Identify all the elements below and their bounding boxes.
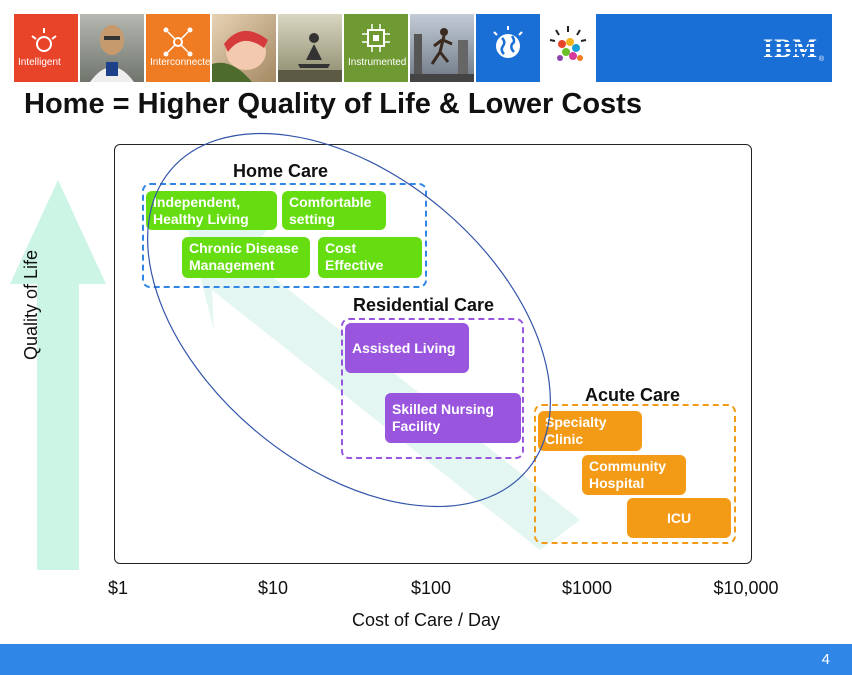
ibm-registered-mark: ® (818, 56, 824, 63)
ibm-panel: IBM ® (596, 14, 832, 82)
tile-label-intelligent: Intelligent (18, 57, 61, 68)
care-box-assisted-living[interactable]: Assisted Living (345, 323, 469, 373)
network-icon (163, 27, 193, 57)
care-box-comfortable-setting[interactable]: Comfortable setting (282, 191, 386, 230)
page-number: 4 (821, 651, 830, 668)
x-tick-1000: $1000 (561, 578, 613, 598)
care-box-cost-effective[interactable]: Cost Effective (318, 237, 422, 278)
y-axis-label: Quality of Life (21, 249, 41, 361)
tile-label-instrumented: Instrumented (348, 57, 407, 68)
banner-photo-baby (212, 14, 276, 82)
banner-tile-intelligent: Intelligent (14, 14, 78, 82)
care-box-community-hospital[interactable]: Community Hospital (582, 455, 686, 495)
banner-photo-meditation (278, 14, 342, 82)
x-tick-100: $100 (410, 578, 452, 598)
banner-photo-doctor (80, 14, 144, 82)
header-banner: Intelligent Interconnected (14, 14, 832, 82)
lightbulb-icon (31, 28, 57, 52)
care-box-chronic-disease-management[interactable]: Chronic Disease Management (182, 237, 310, 278)
doctor-photo (90, 25, 134, 82)
home-care-title: Home Care (233, 161, 329, 181)
meditation-photo (278, 33, 342, 82)
baby-photo (212, 30, 268, 82)
care-box-specialty-clinic[interactable]: Specialty Clinic (538, 411, 642, 451)
x-axis-label: Cost of Care / Day (351, 610, 501, 630)
residential-care-title: Residential Care (353, 295, 495, 315)
acute-care-title: Acute Care (585, 385, 681, 405)
x-tick-10000: $10,000 (713, 578, 779, 598)
globe-icon (493, 26, 523, 58)
ibm-logo[interactable]: IBM (763, 34, 818, 63)
banner-tile-smarter-planet (542, 14, 594, 82)
care-box-skilled-nursing-facility[interactable]: Skilled Nursing Facility (385, 393, 521, 443)
tile-label-interconnected: Interconnected (150, 57, 210, 68)
chip-icon (362, 24, 390, 52)
x-tick-10: $10 (257, 578, 289, 598)
care-box-independent-healthy-living[interactable]: Independent, Healthy Living (146, 191, 277, 230)
runner-photo (410, 28, 474, 82)
banner-tile-instrumented: Instrumented (344, 14, 408, 82)
banner-tile-globe (476, 14, 540, 82)
banner-tile-interconnected: Interconnected (146, 14, 210, 82)
banner-photo-runner (410, 14, 474, 82)
x-tick-1: $1 (107, 578, 129, 598)
slide-title: Home = Higher Quality of Life & Lower Co… (24, 88, 642, 120)
footer-bar: 4 (0, 644, 852, 675)
smarter-planet-icon (549, 26, 587, 61)
quality-of-life-arrow (10, 180, 106, 570)
care-box-icu[interactable]: ICU (627, 498, 731, 538)
